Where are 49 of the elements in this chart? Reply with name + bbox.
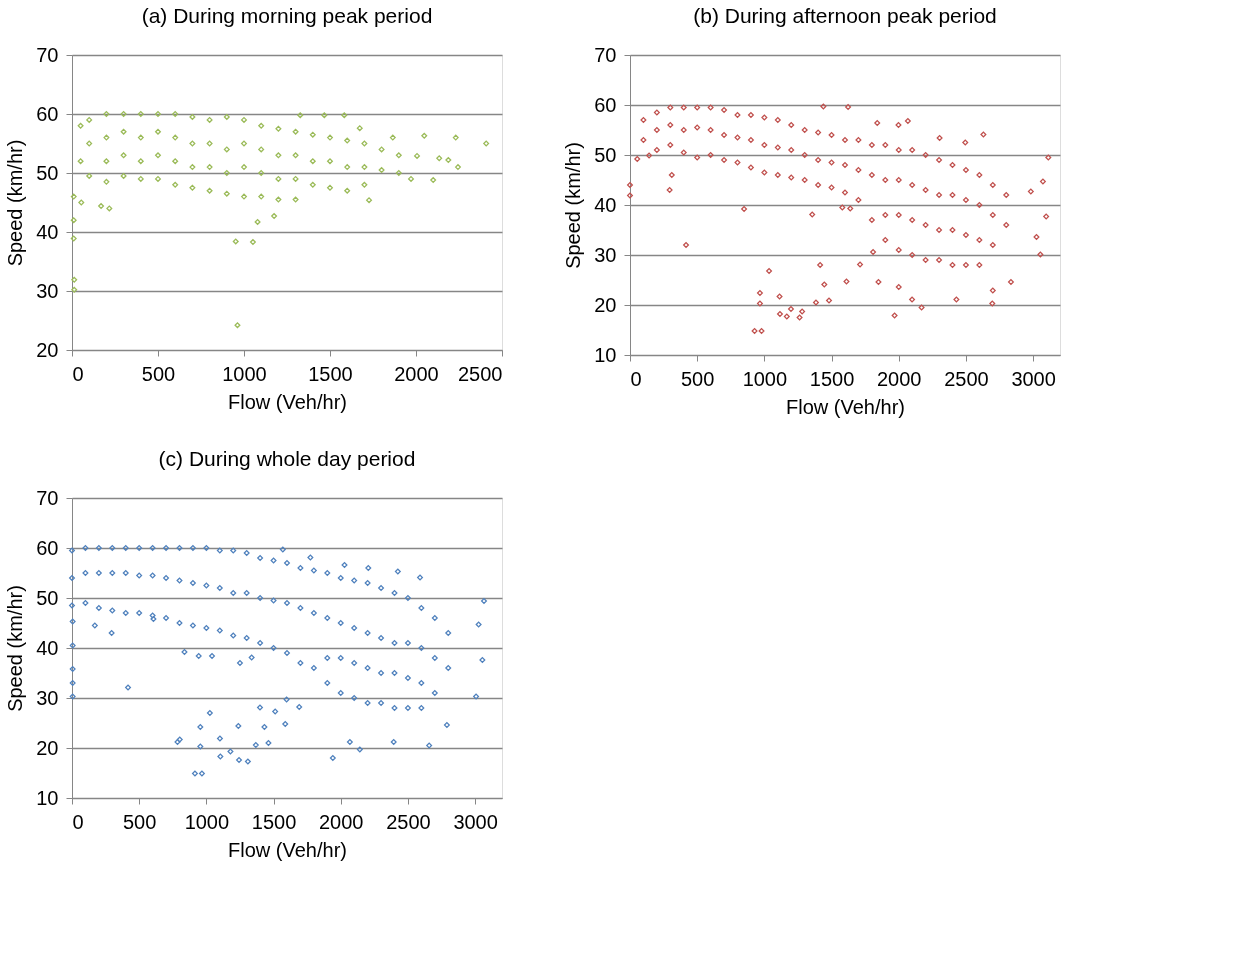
- y-tick-label: 10: [36, 786, 59, 809]
- x-tick-label: 1500: [308, 362, 353, 385]
- y-axis-title: Speed (km/hr): [4, 139, 27, 267]
- y-tick-label: 70: [36, 486, 59, 509]
- x-tick-label: 1000: [742, 367, 788, 390]
- y-tick-label: 70: [36, 43, 59, 66]
- x-tick-label: 3000: [1011, 367, 1056, 390]
- x-tick-label: 0: [72, 362, 84, 385]
- y-tick-label: 20: [36, 338, 59, 361]
- chart-title: (a) During morning peak period: [141, 4, 433, 27]
- x-tick-label: 2000: [877, 367, 922, 390]
- y-tick-label: 70: [594, 43, 617, 66]
- x-tick-label: 0: [630, 367, 642, 390]
- x-tick-label: 3000: [453, 810, 498, 833]
- y-tick-label: 40: [36, 220, 59, 243]
- y-tick-label: 60: [594, 93, 617, 116]
- chart-title: (b) During afternoon peak period: [693, 4, 997, 27]
- y-tick-label: 40: [36, 636, 59, 659]
- x-tick-label: 1500: [809, 367, 855, 390]
- y-tick-label: 50: [36, 586, 59, 609]
- y-tick-label: 60: [36, 536, 59, 559]
- x-tick-label: 0: [72, 810, 84, 833]
- x-tick-label: 500: [141, 362, 176, 385]
- y-tick-label: 50: [594, 143, 617, 166]
- y-axis-title: Speed (km/hr): [4, 585, 27, 712]
- y-axis-title: Speed (km/hr): [562, 142, 585, 269]
- x-axis-title: Flow (Veh/hr): [228, 838, 347, 861]
- y-tick-label: 30: [36, 279, 59, 302]
- x-tick-label: 1000: [222, 362, 267, 385]
- x-tick-label: 500: [681, 367, 715, 390]
- x-tick-label: 2000: [394, 362, 439, 385]
- y-tick-label: 50: [36, 161, 59, 184]
- chart-title: (c) During whole day period: [158, 447, 416, 470]
- y-tick-label: 20: [594, 293, 617, 316]
- x-tick-label: 2500: [458, 362, 503, 385]
- x-tick-label: 1000: [184, 810, 230, 833]
- y-tick-label: 20: [36, 736, 59, 759]
- x-tick-label: 1500: [251, 810, 297, 833]
- y-tick-label: 40: [594, 193, 617, 216]
- y-tick-label: 30: [36, 686, 59, 709]
- y-tick-label: 60: [36, 102, 59, 125]
- y-tick-label: 10: [594, 343, 617, 366]
- x-axis-title: Flow (Veh/hr): [228, 390, 347, 413]
- y-tick-label: 30: [594, 243, 617, 266]
- x-axis-title: Flow (Veh/hr): [786, 395, 905, 418]
- x-tick-label: 2500: [386, 810, 431, 833]
- x-tick-label: 2000: [319, 810, 364, 833]
- x-tick-label: 500: [123, 810, 157, 833]
- x-tick-label: 2500: [944, 367, 989, 390]
